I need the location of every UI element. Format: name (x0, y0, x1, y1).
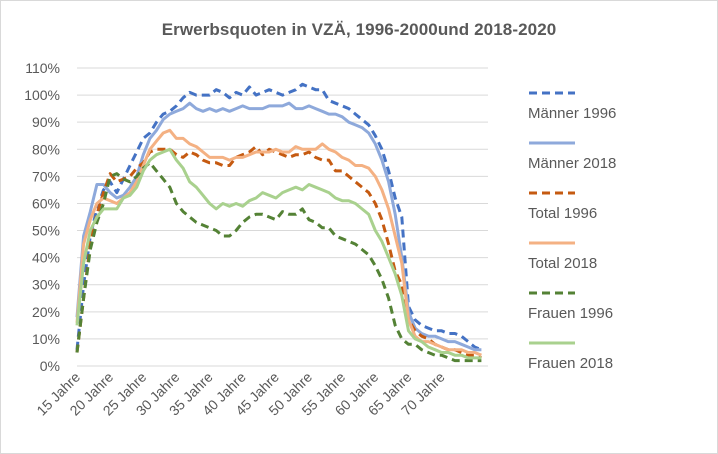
y-tick-label: 110% (25, 60, 60, 76)
y-tick-label: 100% (24, 87, 60, 103)
y-tick-label: 60% (32, 195, 60, 211)
legend-swatch (529, 191, 575, 195)
legend-item: Männer 1996 (528, 88, 713, 138)
series-lines (75, 82, 482, 363)
legend-swatch (529, 291, 575, 295)
y-tick-label: 70% (32, 168, 60, 184)
gridlines (77, 67, 488, 367)
legend-swatch (529, 341, 575, 345)
legend-swatch (529, 91, 575, 95)
y-tick-label: 10% (32, 331, 60, 347)
legend-label: Männer 2018 (528, 154, 617, 172)
legend-label: Männer 1996 (528, 104, 617, 122)
legend-item: Total 1996 (528, 188, 713, 238)
y-tick-label: 20% (32, 304, 60, 320)
series-line-1 (75, 101, 482, 352)
legend-label: Total 1996 (528, 204, 598, 222)
legend-label: Frauen 2018 (528, 354, 614, 372)
y-axis-ticks: 0% 10% 20% 30% 40% 50% 60% 70% 80% 90% 100% 110% (24, 60, 60, 374)
legend-item: Total 2018 (528, 238, 713, 288)
legend: Männer 1996 Männer 2018 Total 1996 Total 20… (528, 88, 713, 388)
legend-label: Total 2018 (528, 254, 598, 272)
y-tick-label: 30% (32, 277, 60, 293)
legend-item: Männer 2018 (528, 138, 713, 188)
series-line-3 (75, 128, 482, 357)
y-tick-label: 0% (40, 358, 60, 374)
series-line-0 (75, 82, 482, 352)
legend-item: Frauen 1996 (528, 288, 713, 338)
y-tick-label: 40% (32, 250, 60, 266)
series-line-5 (75, 147, 482, 360)
chart-title: Erwerbsquoten in VZÄ, 1996-2000und 2018-… (161, 20, 557, 39)
legend-item: Frauen 2018 (528, 338, 713, 388)
legend-swatch (529, 241, 575, 245)
legend-label: Frauen 1996 (528, 304, 614, 322)
y-tick-label: 50% (32, 223, 60, 239)
y-tick-label: 80% (32, 141, 60, 157)
legend-swatch (529, 141, 575, 145)
y-tick-label: 90% (32, 114, 60, 130)
